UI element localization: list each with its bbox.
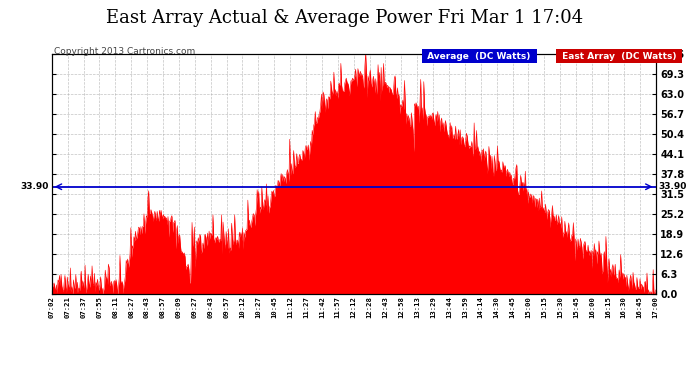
Text: 33.90: 33.90	[21, 182, 49, 191]
Text: 33.90: 33.90	[658, 182, 687, 191]
Text: Average  (DC Watts): Average (DC Watts)	[424, 52, 534, 61]
Text: Copyright 2013 Cartronics.com: Copyright 2013 Cartronics.com	[54, 47, 195, 56]
Text: East Array  (DC Watts): East Array (DC Watts)	[559, 52, 680, 61]
Text: East Array Actual & Average Power Fri Mar 1 17:04: East Array Actual & Average Power Fri Ma…	[106, 9, 584, 27]
